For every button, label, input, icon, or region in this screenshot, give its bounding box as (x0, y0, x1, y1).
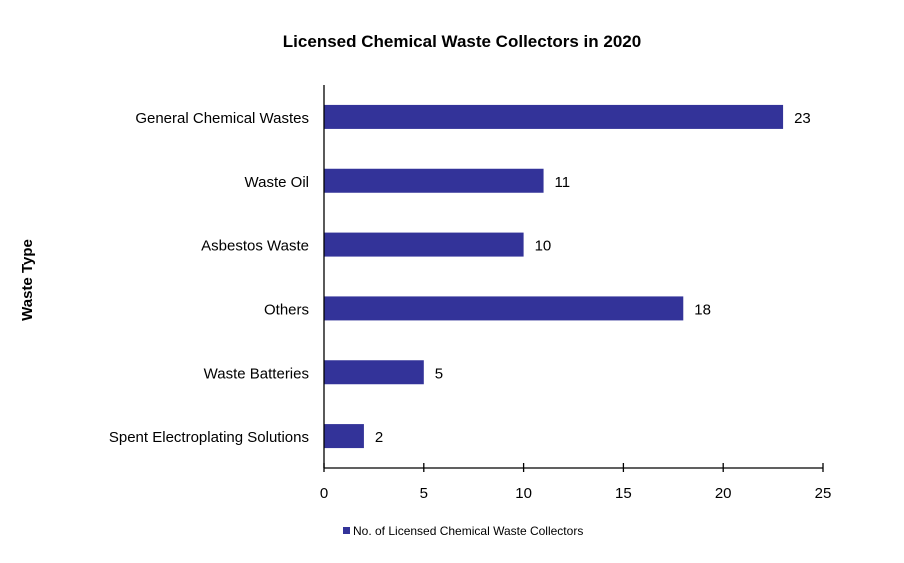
legend-label: No. of Licensed Chemical Waste Collector… (353, 524, 583, 538)
data-label: 2 (375, 429, 383, 446)
category-label: General Chemical Wastes (135, 110, 309, 127)
bar (324, 360, 424, 385)
bar (324, 296, 684, 321)
category-label: Asbestos Waste (201, 238, 309, 255)
bar (324, 424, 364, 449)
x-tick-label: 0 (320, 485, 328, 502)
y-axis-label: Waste Type (19, 239, 36, 321)
x-tick-label: 15 (615, 485, 632, 502)
legend: No. of Licensed Chemical Waste Collector… (343, 524, 583, 538)
category-label: Others (264, 301, 309, 318)
data-label: 10 (535, 238, 552, 255)
data-label: 23 (794, 110, 811, 127)
chart-title: Licensed Chemical Waste Collectors in 20… (283, 32, 641, 51)
data-label: 5 (435, 365, 443, 382)
x-tick-label: 5 (420, 485, 428, 502)
category-label: Waste Batteries (204, 365, 309, 382)
category-label: Waste Oil (245, 174, 309, 191)
bar (324, 104, 784, 129)
bar (324, 168, 544, 193)
category-label: Spent Electroplating Solutions (109, 429, 309, 446)
legend-swatch (343, 527, 350, 534)
data-label: 18 (694, 301, 711, 318)
data-label: 11 (555, 174, 571, 191)
bar (324, 232, 524, 257)
x-tick-label: 10 (515, 485, 532, 502)
x-tick-label: 20 (715, 485, 732, 502)
x-tick-label: 25 (815, 485, 832, 502)
